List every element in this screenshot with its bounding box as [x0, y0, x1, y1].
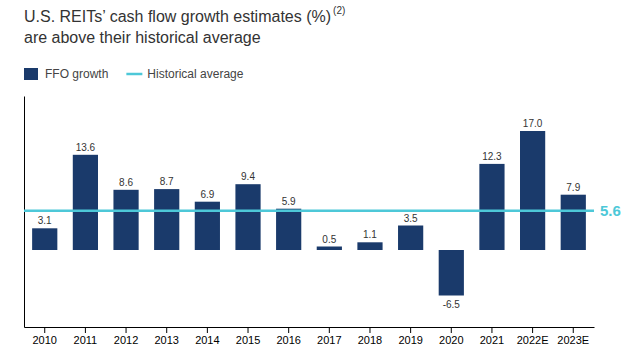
legend-item: FFO growth	[24, 67, 108, 81]
bar	[561, 195, 586, 250]
x-tick: 2012	[114, 327, 138, 346]
x-tick-label: 2017	[317, 334, 341, 346]
data-label: 8.7	[160, 176, 174, 187]
bar	[520, 131, 545, 250]
legend-item: Historical average	[126, 67, 243, 81]
legend-swatch	[24, 68, 38, 80]
marks	[24, 131, 594, 296]
x-tick: 2013	[154, 327, 178, 346]
x-tick-label: 2019	[398, 334, 422, 346]
x-tick: 2023E	[557, 327, 589, 346]
x-tick-label: 2016	[276, 334, 300, 346]
bar	[317, 247, 342, 251]
x-tick-label: 2011	[74, 334, 98, 346]
x-tick-mark	[451, 327, 452, 333]
x-tick: 2010	[32, 327, 56, 346]
data-label: 3.1	[38, 215, 52, 226]
bar	[32, 228, 57, 250]
x-tick-label: 2010	[32, 334, 56, 346]
x-tick-mark	[410, 327, 411, 333]
data-label: 12.3	[482, 151, 502, 162]
bar	[195, 202, 220, 250]
legend-label: FFO growth	[45, 67, 108, 81]
x-tick-label: 2021	[480, 334, 504, 346]
bar	[439, 250, 464, 296]
data-label: 1.1	[363, 229, 377, 240]
title-superscript: (2)	[333, 5, 345, 16]
x-tick-mark	[207, 327, 208, 333]
title: are above their historical average	[24, 29, 261, 46]
x-tick-label: 2020	[439, 334, 463, 346]
bar	[73, 155, 98, 250]
data-label: -6.5	[443, 299, 461, 310]
bar	[276, 209, 301, 250]
x-tick-mark	[126, 327, 127, 333]
x-tick: 2015	[236, 327, 260, 346]
legend: FFO growth Historical average	[24, 67, 244, 81]
x-tick: 2017	[317, 327, 341, 346]
x-tick-mark	[44, 327, 45, 333]
x-tick: 2021	[480, 327, 504, 346]
x-axis-line	[25, 327, 595, 328]
x-tick-label: 2013	[154, 334, 178, 346]
data-label: 8.6	[119, 177, 133, 188]
x-tick-label: 2023E	[557, 334, 589, 346]
x-tick-label: 2022E	[517, 334, 549, 346]
x-tick-label: 2014	[195, 334, 219, 346]
x-tick: 2022E	[517, 327, 549, 346]
x-tick-mark	[85, 327, 86, 333]
x-tick-mark	[288, 327, 289, 333]
x-tick: 2019	[398, 327, 422, 346]
x-tick: 2014	[195, 327, 219, 346]
x-tick-label: 2018	[358, 334, 382, 346]
x-tick-mark	[166, 327, 167, 333]
bar	[357, 242, 382, 250]
data-label: 6.9	[200, 189, 214, 200]
x-tick: 2018	[358, 327, 382, 346]
bar	[398, 226, 423, 251]
bar	[235, 184, 260, 250]
data-label: 13.6	[76, 142, 96, 153]
data-label: 17.0	[523, 118, 543, 129]
x-tick-mark	[532, 327, 533, 333]
x-tick: 2016	[276, 327, 300, 346]
x-tick-mark	[573, 327, 574, 333]
bar	[113, 190, 138, 250]
title: U.S. REITs’ cash flow growth estimates (…	[24, 8, 331, 25]
bar	[479, 164, 504, 250]
legend-label: Historical average	[147, 67, 243, 81]
average-label: 5.6	[600, 202, 621, 219]
data-label: 3.5	[404, 213, 418, 224]
x-tick: 2011	[74, 327, 98, 346]
average-line	[24, 210, 594, 213]
x-tick-mark	[369, 327, 370, 333]
x-tick-mark	[248, 327, 249, 333]
x-tick-label: 2015	[236, 334, 260, 346]
plot: 2010 2011 2012 2013 2014 2015 2016 2017 2018 2019…	[24, 97, 621, 346]
legend-swatch	[126, 73, 142, 76]
chart: U.S. REITs’ cash flow growth estimates (…	[0, 0, 640, 355]
data-label: 7.9	[566, 182, 580, 193]
data-label: 5.9	[282, 196, 296, 207]
x-tick-mark	[491, 327, 492, 333]
data-label: 9.4	[241, 171, 255, 182]
x-axis: 2010 2011 2012 2013 2014 2015 2016 2017 2018 2019…	[25, 327, 595, 346]
x-tick-label: 2012	[114, 334, 138, 346]
data-labels: 3.1 13.6 8.6 8.7 6.9 9.4 5.9 0.5 1.1 3.5 -6.5 12.3 1…	[38, 118, 581, 310]
bar	[154, 189, 179, 250]
data-label: 0.5	[322, 234, 336, 245]
x-tick: 2020	[439, 327, 463, 346]
x-tick-mark	[329, 327, 330, 333]
